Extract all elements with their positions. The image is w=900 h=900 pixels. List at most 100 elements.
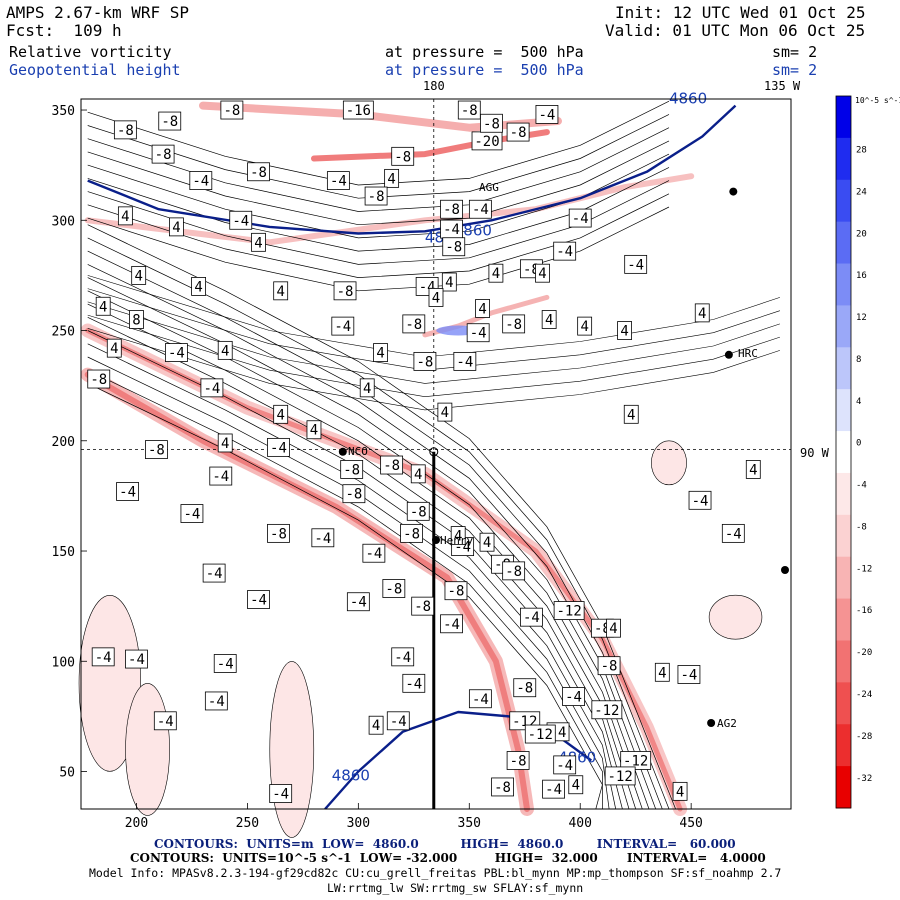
contour-value-label: -8 <box>440 199 463 219</box>
contour-value-label: 4 <box>95 296 111 316</box>
colorbar-tick-label: 4 <box>856 397 861 407</box>
contour-value-label: 4 <box>577 316 593 336</box>
colorbar-tick-label: -28 <box>856 732 872 742</box>
contour-label-text: 4 <box>121 209 129 225</box>
contour-label-text: -4 <box>365 546 382 562</box>
contour-value-label: -4 <box>688 490 712 510</box>
contour-label-text: -4 <box>232 213 249 229</box>
contour-value-label: -4 <box>386 711 410 731</box>
contour-label-box <box>382 579 406 598</box>
contour-label-text: 4 <box>110 341 118 357</box>
contour-value-label: -8 <box>413 351 437 371</box>
contour-value-label: -4 <box>624 254 648 274</box>
station-label-nco: NCO <box>348 445 368 458</box>
contour-label-text: 4 <box>254 235 262 251</box>
contour-value-label: -16 <box>342 100 374 120</box>
vorticity-contour-line <box>87 343 617 810</box>
x-tick-label: 450 <box>679 816 702 831</box>
contour-label-box <box>342 100 374 120</box>
contour-label-text: 4 <box>445 275 453 291</box>
colorbar-swatch <box>836 724 851 767</box>
contour-label-box <box>269 784 293 803</box>
contour-label-text: -4 <box>627 257 644 273</box>
contour-value-label: -4 <box>535 105 559 124</box>
contour-value-label: -8 <box>340 460 364 479</box>
contour-value-label: -8 <box>457 100 481 120</box>
contour-label-text: 4 <box>414 467 422 483</box>
vorticity-shading-band <box>199 101 562 132</box>
contour-value-label: -4 <box>269 784 293 803</box>
contour-label-text: -12 <box>623 753 648 769</box>
contour-label-box <box>591 700 623 720</box>
contour-label-text: -4 <box>192 174 209 190</box>
contour-label-text: -4 <box>470 326 487 342</box>
contour-label-text: 8 <box>132 312 140 328</box>
colorbar-tick-label: -24 <box>856 690 872 700</box>
contour-label-box <box>169 217 184 237</box>
contour-label-text: -8 <box>405 317 422 333</box>
contour-value-label: 4 <box>217 433 233 453</box>
contour-value-label: -8 <box>364 186 388 206</box>
station-label-hrc: HRC <box>738 347 758 360</box>
colorbar-swatch <box>836 472 851 516</box>
contour-value-label: 4 <box>488 263 504 283</box>
contour-value-label: -4 <box>91 647 115 667</box>
contour-label-box <box>95 296 111 316</box>
contour-label-text: -4 <box>545 782 562 798</box>
contour-label-text: -8 <box>270 526 287 542</box>
contour-label-box <box>466 323 490 343</box>
contour-value-label: 4 <box>169 217 184 237</box>
contour-label-text: -4 <box>350 595 367 611</box>
contour-label-text: 4 <box>172 220 180 236</box>
contour-label-box <box>380 455 404 475</box>
contour-label-text: -4 <box>443 222 460 238</box>
colorbar: 28 24 20 16 12 8 4 0 -4 -8 -12 -16 -20 -24 -28 -32 10^-5… <box>835 95 900 809</box>
station-label-ag2: AG2 <box>717 717 737 730</box>
contour-label-text: 4 <box>363 381 371 397</box>
contour-label-box <box>267 523 290 543</box>
reference-lines <box>81 99 791 809</box>
height-contour-label: 4860 <box>454 222 492 240</box>
forecast-hour: Fcst: 109 h <box>6 21 122 40</box>
contour-label-box <box>606 618 621 638</box>
contour-value-label: -8 <box>380 455 404 475</box>
contour-label-box <box>251 232 266 252</box>
field1-name: Relative vorticity <box>9 43 172 61</box>
y-tick-label: 350 <box>52 104 75 119</box>
contour-label-text: -20 <box>474 134 499 150</box>
contour-label-text: -8 <box>494 780 511 796</box>
contour-label-box <box>402 673 426 693</box>
vorticity-contour-line <box>87 237 670 810</box>
contour-value-label: -4 <box>553 755 577 775</box>
colorbar-swatch <box>836 431 851 474</box>
colorbar-tick-label: 24 <box>856 187 867 197</box>
colorbar-tick-label: 0 <box>856 439 861 449</box>
contour-value-label: -8 <box>158 111 182 131</box>
contour-label-text: -8 <box>461 103 478 119</box>
contour-label-box <box>437 402 453 422</box>
contour-value-label: -8 <box>597 656 621 676</box>
contour-label-text: -4 <box>565 690 582 706</box>
contour-value-label: -4 <box>180 504 204 523</box>
vorticity-contour-line <box>87 288 780 371</box>
valid-time: Valid: 01 UTC Mon 06 Oct 25 <box>605 21 866 40</box>
contour-label-text: -8 <box>161 114 178 130</box>
contour-label-text: -4 <box>472 202 489 218</box>
contour-label-text: 4 <box>194 279 202 295</box>
contour-label-box <box>553 755 577 775</box>
contour-value-label: -4 <box>553 241 577 261</box>
contour-value-label: -4 <box>346 592 370 612</box>
contour-label-text: -8 <box>601 659 618 675</box>
contour-label-text: 4 <box>276 407 284 423</box>
contour-label-text: -4 <box>206 566 223 582</box>
vorticity-shading-band <box>84 371 530 812</box>
contour-value-label: 4 <box>273 404 289 424</box>
contour-label-box <box>204 691 228 711</box>
contour-label-text: -4 <box>128 652 145 668</box>
contour-label-box <box>677 665 701 684</box>
contour-label-box <box>200 378 224 398</box>
vorticity-contour-line <box>87 328 780 411</box>
colorbar-tick-label: 16 <box>856 271 867 281</box>
contour-label-text: -8 <box>394 149 411 165</box>
colorbar-swatch <box>836 263 851 306</box>
